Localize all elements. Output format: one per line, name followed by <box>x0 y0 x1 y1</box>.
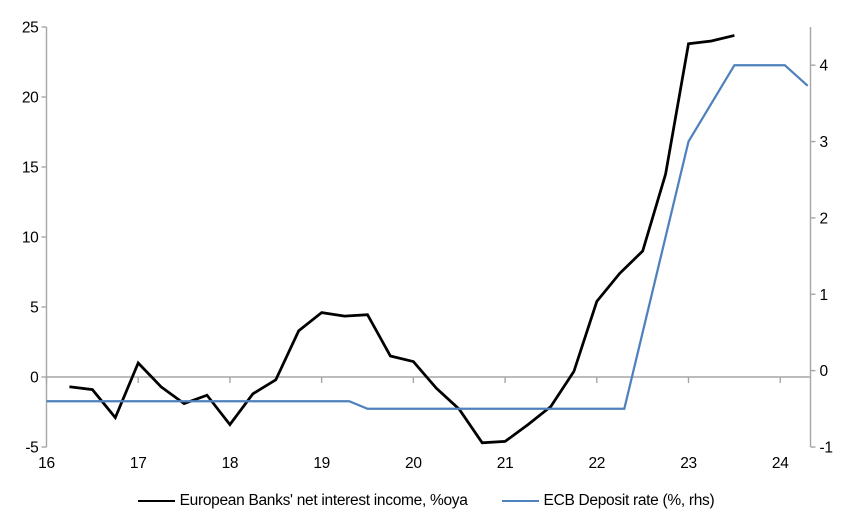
x-axis-tick-label: 22 <box>588 455 605 472</box>
left-axis-tick-label: 0 <box>30 370 39 387</box>
x-axis-tick-label: 18 <box>222 455 239 472</box>
x-axis-tick-label: 21 <box>497 455 514 472</box>
x-axis-tick-label: 20 <box>405 455 422 472</box>
legend-item-ecb-deposit-rate: ECB Deposit rate (%, rhs) <box>501 492 715 510</box>
left-axis-tick-label: 5 <box>30 300 38 317</box>
legend-item-net-interest-income: European Banks' net interest income, %oy… <box>137 492 468 510</box>
legend-label-ecb-deposit-rate: ECB Deposit rate (%, rhs) <box>543 492 715 509</box>
right-axis-tick-label: -1 <box>820 440 833 457</box>
x-axis-tick-label: 24 <box>772 455 789 472</box>
x-axis-tick-label: 16 <box>38 455 55 472</box>
right-axis-tick-label: 0 <box>820 363 829 380</box>
right-axis-tick-label: 4 <box>820 58 829 75</box>
x-axis-tick-label: 19 <box>313 455 330 472</box>
left-axis-tick-label: 25 <box>22 20 39 37</box>
left-axis-tick-label: 10 <box>22 230 39 247</box>
nii-line-swatch-icon <box>137 500 175 502</box>
legend-label-net-interest-income: European Banks' net interest income, %oy… <box>179 492 468 509</box>
right-axis-tick-label: 1 <box>820 287 828 304</box>
right-axis-tick-label: 2 <box>820 210 828 227</box>
legend: European Banks' net interest income, %oy… <box>0 492 852 510</box>
x-axis-tick-label: 23 <box>680 455 697 472</box>
series-line-ecb-deposit-rate <box>46 64 809 410</box>
left-axis-tick-label: 20 <box>22 90 39 107</box>
left-axis-tick-label: 15 <box>22 160 39 177</box>
right-axis-tick-label: 3 <box>820 134 828 151</box>
ecb-line-swatch-icon <box>501 500 539 502</box>
series-line-european-banks-nii <box>69 34 735 445</box>
left-axis-tick-label: -5 <box>25 440 38 457</box>
x-axis-tick-label: 17 <box>130 455 147 472</box>
